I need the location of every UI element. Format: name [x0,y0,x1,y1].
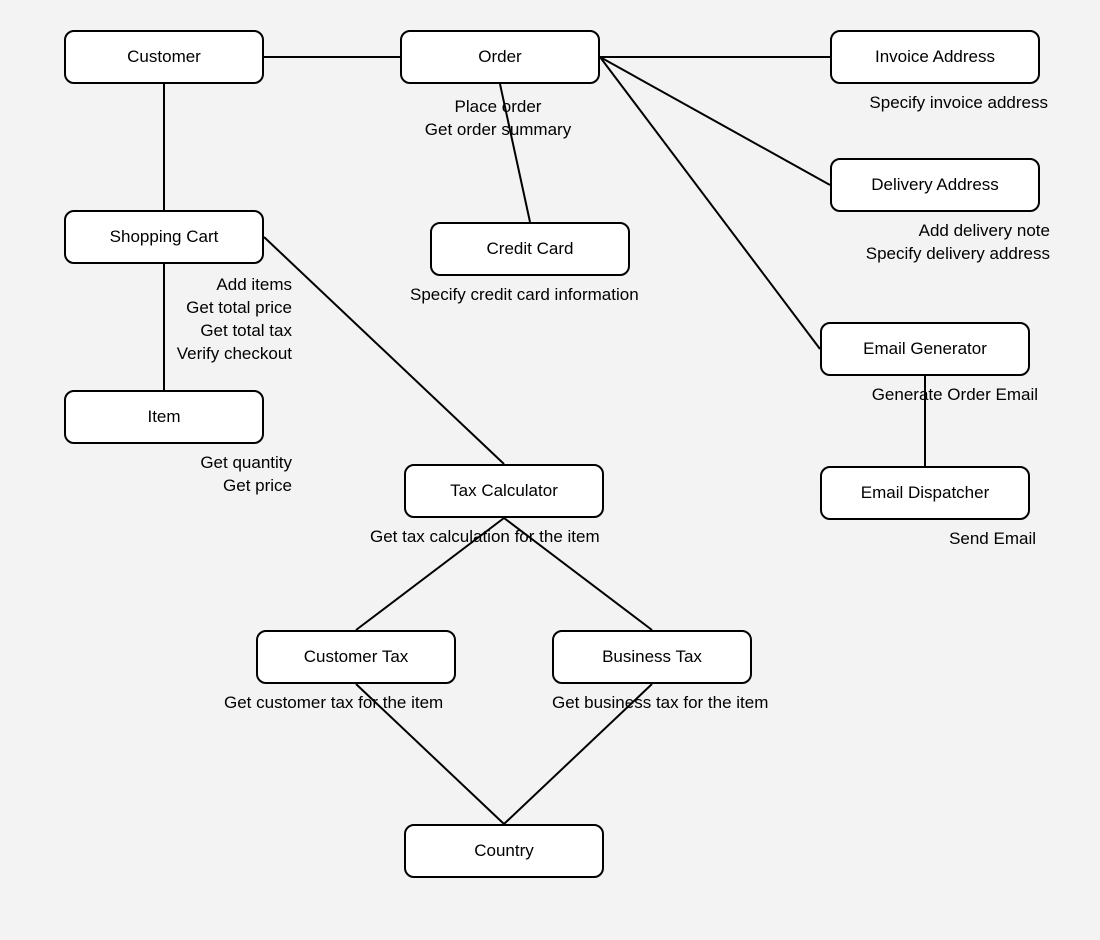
annotation-a_biztax: Get business tax for the item [552,692,768,715]
node-email-dispatcher: Email Dispatcher [820,466,1030,520]
annotation-a_taxcalc: Get tax calculation for the item [370,526,600,549]
node-label: Email Generator [863,339,987,359]
node-label: Business Tax [602,647,702,667]
node-label: Credit Card [487,239,574,259]
node-label: Shopping Cart [110,227,219,247]
node-customer-tax: Customer Tax [256,630,456,684]
annotation-a_emailgen: Generate Order Email [872,384,1038,407]
node-label: Delivery Address [871,175,999,195]
annotation-a_custtax: Get customer tax for the item [224,692,443,715]
annotation-a_item: Get quantity Get price [200,452,292,498]
annotation-a_invoice: Specify invoice address [869,92,1048,115]
annotation-a_emaildisp: Send Email [949,528,1036,551]
node-tax-calculator: Tax Calculator [404,464,604,518]
node-shopping-cart: Shopping Cart [64,210,264,264]
node-email-generator: Email Generator [820,322,1030,376]
annotation-a_delivery: Add delivery note Specify delivery addre… [866,220,1050,266]
node-business-tax: Business Tax [552,630,752,684]
node-customer: Customer [64,30,264,84]
node-label: Order [478,47,521,67]
annotation-a_order: Place order Get order summary [425,96,571,142]
node-label: Customer [127,47,201,67]
node-label: Item [147,407,180,427]
node-label: Customer Tax [304,647,409,667]
node-order: Order [400,30,600,84]
node-label: Tax Calculator [450,481,558,501]
edge-order-to-delivery-address [600,57,830,185]
node-invoice-address: Invoice Address [830,30,1040,84]
node-credit-card: Credit Card [430,222,630,276]
annotation-a_cart: Add items Get total price Get total tax … [177,274,292,366]
node-country: Country [404,824,604,878]
node-label: Country [474,841,534,861]
node-delivery-address: Delivery Address [830,158,1040,212]
node-label: Email Dispatcher [861,483,990,503]
node-label: Invoice Address [875,47,995,67]
annotation-a_credit: Specify credit card information [410,284,639,307]
diagram-canvas: Customer Order Invoice Address Delivery Add… [0,0,1100,940]
node-item: Item [64,390,264,444]
